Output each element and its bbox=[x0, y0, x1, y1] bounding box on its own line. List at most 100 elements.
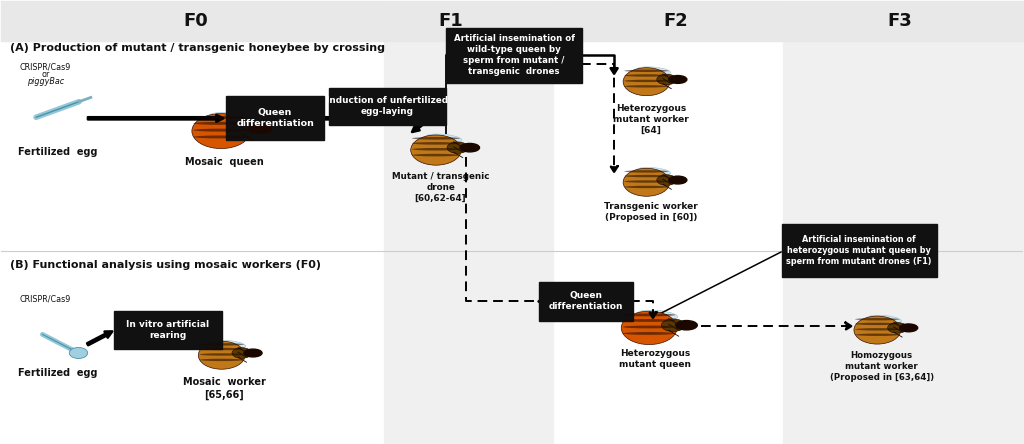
Ellipse shape bbox=[855, 328, 899, 330]
FancyBboxPatch shape bbox=[329, 88, 445, 125]
Ellipse shape bbox=[637, 167, 671, 176]
Ellipse shape bbox=[625, 80, 669, 82]
Ellipse shape bbox=[888, 322, 907, 333]
Ellipse shape bbox=[412, 148, 460, 151]
Ellipse shape bbox=[625, 180, 669, 182]
Ellipse shape bbox=[411, 135, 461, 165]
Ellipse shape bbox=[623, 325, 676, 329]
Text: F1: F1 bbox=[438, 12, 463, 30]
Text: Induction of unfertilized
egg-laying: Induction of unfertilized egg-laying bbox=[327, 96, 449, 116]
Text: Heterozygous
mutant queen: Heterozygous mutant queen bbox=[618, 349, 691, 369]
FancyBboxPatch shape bbox=[781, 224, 937, 277]
Ellipse shape bbox=[194, 129, 249, 131]
Text: F2: F2 bbox=[663, 12, 688, 30]
Ellipse shape bbox=[209, 112, 251, 123]
Bar bbox=[782, 1, 1023, 41]
Bar bbox=[384, 1, 553, 443]
Ellipse shape bbox=[855, 323, 899, 325]
Text: In vitro artificial
rearing: In vitro artificial rearing bbox=[126, 320, 210, 340]
FancyArrowPatch shape bbox=[193, 330, 218, 344]
Ellipse shape bbox=[194, 122, 249, 125]
Ellipse shape bbox=[447, 142, 468, 153]
Text: (B) Functional analysis using mosaic workers (F0): (B) Functional analysis using mosaic wor… bbox=[9, 259, 321, 270]
Text: Queen
differentiation: Queen differentiation bbox=[237, 108, 314, 128]
FancyBboxPatch shape bbox=[226, 96, 324, 140]
Circle shape bbox=[669, 176, 687, 184]
Text: Fertilized  egg: Fertilized egg bbox=[17, 147, 97, 157]
Ellipse shape bbox=[623, 313, 676, 316]
Ellipse shape bbox=[625, 74, 669, 77]
FancyArrowPatch shape bbox=[325, 115, 361, 122]
Text: Transgenic worker
(Proposed in [60]): Transgenic worker (Proposed in [60]) bbox=[604, 202, 697, 222]
Bar bbox=[384, 1, 553, 41]
Text: Fertilized  egg: Fertilized egg bbox=[17, 369, 97, 378]
Ellipse shape bbox=[855, 318, 899, 321]
Ellipse shape bbox=[637, 310, 678, 320]
Bar bbox=[553, 1, 782, 41]
Ellipse shape bbox=[70, 348, 88, 358]
Ellipse shape bbox=[412, 142, 460, 145]
Circle shape bbox=[676, 321, 697, 330]
FancyArrowPatch shape bbox=[846, 323, 851, 329]
Ellipse shape bbox=[622, 311, 677, 345]
FancyArrowPatch shape bbox=[539, 298, 544, 305]
FancyArrowPatch shape bbox=[412, 107, 442, 132]
Circle shape bbox=[244, 349, 262, 357]
Text: Artificial insemination of
wild-type queen by
sperm from mutant /
transgenic  dr: Artificial insemination of wild-type que… bbox=[454, 34, 574, 76]
Text: (A) Production of mutant / transgenic honeybee by crossing: (A) Production of mutant / transgenic ho… bbox=[9, 44, 385, 53]
Ellipse shape bbox=[412, 154, 460, 156]
FancyArrowPatch shape bbox=[88, 115, 223, 122]
Ellipse shape bbox=[429, 140, 459, 147]
Bar bbox=[782, 1, 1023, 443]
FancyArrowPatch shape bbox=[87, 331, 113, 345]
FancyArrowPatch shape bbox=[333, 107, 361, 119]
Ellipse shape bbox=[191, 114, 250, 149]
Text: Homozygous
mutant worker
(Proposed in [63,64]): Homozygous mutant worker (Proposed in [6… bbox=[829, 351, 934, 382]
Text: piggyBac: piggyBac bbox=[27, 77, 63, 86]
Text: Queen
differentiation: Queen differentiation bbox=[548, 291, 623, 312]
Text: Mosaic  queen: Mosaic queen bbox=[184, 157, 263, 166]
Ellipse shape bbox=[215, 346, 243, 352]
Ellipse shape bbox=[855, 333, 899, 336]
FancyArrowPatch shape bbox=[610, 166, 617, 172]
FancyBboxPatch shape bbox=[114, 311, 222, 349]
Ellipse shape bbox=[212, 341, 246, 349]
Ellipse shape bbox=[662, 319, 685, 332]
Text: Mutant / transgenic
drone
[60,62-64]: Mutant / transgenic drone [60,62-64] bbox=[392, 172, 489, 203]
Text: Heterozygous
mutant worker
[64]: Heterozygous mutant worker [64] bbox=[613, 104, 689, 135]
Ellipse shape bbox=[425, 134, 462, 143]
Ellipse shape bbox=[624, 68, 670, 95]
Ellipse shape bbox=[641, 317, 674, 324]
Bar bbox=[1, 1, 384, 41]
Ellipse shape bbox=[625, 170, 669, 173]
Ellipse shape bbox=[213, 120, 247, 127]
Ellipse shape bbox=[199, 341, 245, 369]
Ellipse shape bbox=[623, 319, 676, 322]
FancyBboxPatch shape bbox=[445, 28, 583, 83]
Ellipse shape bbox=[867, 315, 901, 324]
Ellipse shape bbox=[624, 168, 670, 196]
Ellipse shape bbox=[200, 348, 244, 350]
Ellipse shape bbox=[623, 332, 676, 335]
Ellipse shape bbox=[640, 72, 668, 79]
Ellipse shape bbox=[625, 186, 669, 188]
Ellipse shape bbox=[233, 122, 258, 135]
Text: CRISPR/Cas9: CRISPR/Cas9 bbox=[19, 63, 71, 72]
Ellipse shape bbox=[412, 137, 460, 139]
Ellipse shape bbox=[625, 70, 669, 72]
Ellipse shape bbox=[637, 67, 671, 75]
Circle shape bbox=[460, 143, 479, 152]
FancyArrowPatch shape bbox=[610, 68, 617, 74]
Ellipse shape bbox=[854, 316, 901, 344]
Ellipse shape bbox=[232, 348, 252, 358]
Ellipse shape bbox=[625, 175, 669, 177]
Circle shape bbox=[899, 324, 918, 332]
Ellipse shape bbox=[656, 74, 677, 85]
Ellipse shape bbox=[870, 321, 898, 327]
Ellipse shape bbox=[625, 85, 669, 87]
Text: F3: F3 bbox=[888, 12, 912, 30]
Ellipse shape bbox=[200, 343, 244, 345]
Ellipse shape bbox=[640, 173, 668, 179]
Circle shape bbox=[669, 75, 687, 83]
Ellipse shape bbox=[656, 175, 677, 185]
